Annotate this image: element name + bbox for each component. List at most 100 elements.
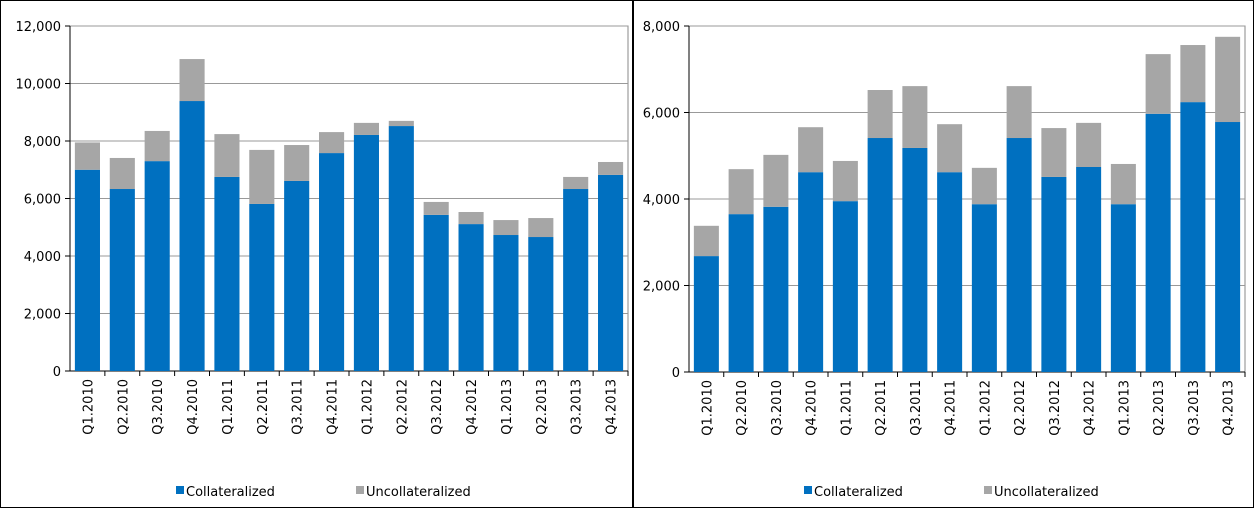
legend-label: Uncollateralized <box>366 485 471 500</box>
bar <box>1110 163 1136 205</box>
bar <box>214 134 240 177</box>
x-tick-label: Q1.2011 <box>839 380 854 436</box>
x-tick-label: Q1.2013 <box>1117 380 1132 436</box>
bar <box>598 174 624 371</box>
bar <box>493 235 519 371</box>
bar <box>598 161 624 175</box>
y-tick-label: 12,000 <box>16 20 62 35</box>
legend-swatch <box>176 486 184 494</box>
x-tick-label: Q4.2010 <box>805 380 820 436</box>
bar <box>353 122 379 135</box>
bar <box>458 212 484 225</box>
bar <box>1215 122 1241 372</box>
bar <box>179 101 205 371</box>
legend-label: Collateralized <box>814 485 903 500</box>
bar <box>458 224 484 371</box>
bar <box>179 59 205 102</box>
bar <box>1041 176 1067 372</box>
x-tick-label: Q2.2013 <box>535 379 550 435</box>
legend-swatch <box>356 486 364 494</box>
y-tick-label: 6,000 <box>24 193 61 208</box>
bar <box>832 201 858 372</box>
y-tick-label: 0 <box>672 366 680 381</box>
x-tick-label: Q2.2010 <box>735 380 750 436</box>
bar <box>902 86 928 148</box>
bar <box>423 214 449 371</box>
bar <box>388 120 414 127</box>
bar <box>1076 166 1102 372</box>
x-tick-label: Q2.2011 <box>874 380 889 436</box>
legend-swatch <box>984 486 992 494</box>
x-tick-label: Q4.2013 <box>605 379 620 435</box>
x-tick-label: Q1.2013 <box>500 379 515 435</box>
y-tick-label: 4,000 <box>24 250 61 265</box>
x-tick-label: Q3.2011 <box>909 380 924 436</box>
bar <box>563 176 589 190</box>
bar <box>74 142 100 170</box>
bar <box>937 172 963 372</box>
bar <box>109 157 135 190</box>
x-tick-label: Q4.2011 <box>326 379 341 435</box>
bar <box>249 203 275 371</box>
x-tick-label: Q1.2012 <box>360 379 375 435</box>
x-tick-label: Q4.2011 <box>944 380 959 436</box>
bar <box>867 138 893 372</box>
bar <box>319 132 345 154</box>
bar <box>528 237 554 371</box>
bar <box>493 220 519 236</box>
bar <box>353 134 379 371</box>
bar <box>284 180 310 371</box>
bar <box>1180 102 1206 373</box>
x-tick-label: Q1.2010 <box>700 380 715 436</box>
x-tick-label: Q2.2012 <box>1013 380 1028 436</box>
bar <box>1215 36 1241 123</box>
bar <box>971 204 997 372</box>
y-tick-label: 0 <box>53 365 61 380</box>
y-tick-label: 6,000 <box>643 107 680 122</box>
y-tick-label: 4,000 <box>643 193 680 208</box>
bar <box>528 218 554 238</box>
bar <box>693 225 719 257</box>
x-tick-label: Q3.2013 <box>570 379 585 435</box>
y-tick-label: 2,000 <box>643 280 680 295</box>
bar <box>1006 138 1032 372</box>
bar <box>563 189 589 371</box>
bar <box>214 176 240 371</box>
bar <box>728 214 754 372</box>
x-tick-label: Q4.2012 <box>465 379 480 435</box>
bar <box>1145 54 1171 114</box>
x-tick-label: Q4.2010 <box>186 379 201 435</box>
x-tick-label: Q1.2012 <box>978 380 993 436</box>
legend-label: Collateralized <box>186 485 275 500</box>
bar <box>249 149 275 204</box>
legend-label: Uncollateralized <box>994 485 1099 500</box>
bar <box>388 126 414 371</box>
x-tick-label: Q3.2010 <box>770 380 785 436</box>
x-tick-label: Q4.2013 <box>1222 380 1237 436</box>
x-tick-label: Q2.2012 <box>395 379 410 435</box>
bar <box>937 124 963 173</box>
bar <box>971 167 997 205</box>
bar <box>1145 113 1171 373</box>
y-tick-label: 8,000 <box>643 20 680 35</box>
bar <box>144 130 170 162</box>
bar <box>867 90 893 139</box>
x-tick-label: Q3.2012 <box>1048 380 1063 436</box>
bar <box>1076 122 1102 167</box>
y-tick-label: 8,000 <box>24 135 61 150</box>
bar <box>728 169 754 215</box>
bar <box>109 189 135 371</box>
x-tick-label: Q2.2011 <box>256 379 271 435</box>
legend-swatch <box>804 486 812 494</box>
y-tick-label: 10,000 <box>16 78 62 93</box>
bar <box>1180 45 1206 103</box>
bar <box>693 256 719 372</box>
bar <box>1041 128 1067 177</box>
x-tick-label: Q3.2012 <box>430 379 445 435</box>
bar <box>798 127 824 173</box>
x-tick-label: Q2.2010 <box>116 379 131 435</box>
bar <box>144 161 170 371</box>
x-tick-label: Q3.2011 <box>291 379 306 435</box>
x-tick-label: Q1.2011 <box>221 379 236 435</box>
